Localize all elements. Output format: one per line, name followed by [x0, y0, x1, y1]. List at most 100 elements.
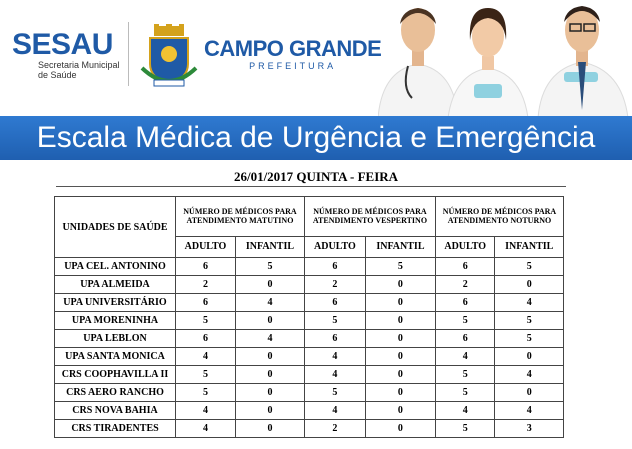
cell-value: 5 [234, 257, 305, 276]
cell-value: 0 [234, 401, 305, 420]
cell-value: 0 [364, 419, 436, 438]
subheader-child-morning: INFANTIL [234, 235, 305, 259]
cell-value: 4 [494, 401, 564, 420]
table-row: UPA LEBLON 6 4 6 0 6 5 [54, 329, 564, 348]
table-row: CRS TIRADENTES 4 0 2 0 5 3 [54, 419, 564, 438]
group-header-afternoon: NÚMERO DE MÉDICOS PARA ATENDIMENTO VESPE… [303, 196, 436, 237]
unit-name: UPA MORENINHA [54, 311, 176, 330]
cell-value: 2 [303, 419, 366, 438]
schedule-table: UNIDADES DE SAÚDE NÚMERO DE MÉDICOS PARA… [54, 196, 565, 438]
cell-value: 0 [234, 275, 305, 294]
campo-grande-logo: CAMPO GRANDE PREFEITURA [204, 36, 382, 72]
cell-value: 0 [234, 383, 305, 402]
unit-name: CRS NOVA BAHIA [54, 401, 176, 420]
cell-value: 4 [175, 347, 236, 366]
cell-value: 5 [434, 311, 496, 330]
unit-name: UPA CEL. ANTONINO [54, 257, 176, 276]
unit-name: UPA LEBLON [54, 329, 176, 348]
cell-value: 5 [175, 365, 236, 384]
cell-value: 4 [234, 293, 305, 312]
table-row: CRS COOPHAVILLA II 5 0 4 0 5 4 [54, 365, 564, 384]
subheader-child-night: INFANTIL [494, 235, 564, 259]
table-header-row: UNIDADES DE SAÚDE NÚMERO DE MÉDICOS PARA… [54, 196, 565, 258]
table-row: UPA MORENINHA 5 0 5 0 5 5 [54, 311, 564, 330]
cell-value: 4 [303, 401, 366, 420]
cell-value: 0 [234, 419, 305, 438]
table-row: UPA SANTA MONICA 4 0 4 0 4 0 [54, 347, 564, 366]
cell-value: 6 [434, 293, 496, 312]
cell-value: 4 [434, 347, 496, 366]
cell-value: 6 [303, 257, 366, 276]
cell-value: 6 [175, 257, 236, 276]
banner-title: Escala Médica de Urgência e Emergência [36, 121, 596, 154]
cell-value: 6 [434, 329, 496, 348]
cell-value: 3 [494, 419, 564, 438]
table-row: CRS AERO RANCHO 5 0 5 0 5 0 [54, 383, 564, 402]
table-row: UPA UNIVERSITÁRIO 6 4 6 0 6 4 [54, 293, 564, 312]
unit-name: CRS COOPHAVILLA II [54, 365, 176, 384]
city-crest-icon [140, 24, 198, 87]
cell-value: 4 [303, 347, 366, 366]
cell-value: 0 [364, 275, 436, 294]
subheader-adult-afternoon: ADULTO [303, 235, 366, 259]
cell-value: 2 [303, 275, 366, 294]
subheader-child-afternoon: INFANTIL [364, 235, 436, 259]
cell-value: 4 [434, 401, 496, 420]
unit-name: UPA UNIVERSITÁRIO [54, 293, 176, 312]
logo-divider [128, 22, 129, 86]
cell-value: 5 [175, 383, 236, 402]
schedule-date: 26/01/2017 QUINTA - FEIRA [233, 169, 399, 184]
city-title: CAMPO GRANDE [204, 36, 382, 61]
cell-value: 0 [364, 311, 436, 330]
cell-value: 4 [175, 401, 236, 420]
cell-value: 5 [303, 383, 366, 402]
cell-value: 0 [494, 383, 564, 402]
sesau-logo: SESAU Secretaria Municipal de Saúde [12, 30, 120, 81]
cell-value: 0 [494, 347, 564, 366]
cell-value: 5 [175, 311, 236, 330]
cell-value: 6 [175, 329, 236, 348]
table-row: CRS NOVA BAHIA 4 0 4 0 4 4 [54, 401, 564, 420]
cell-value: 5 [494, 257, 564, 276]
cell-value: 6 [303, 329, 366, 348]
cell-value: 0 [364, 401, 436, 420]
cell-value: 4 [494, 365, 564, 384]
title-banner: Escala Médica de Urgência e Emergência [0, 116, 632, 160]
doctors-photo [378, 6, 629, 118]
cell-value: 2 [434, 275, 496, 294]
group-header-morning: NÚMERO DE MÉDICOS PARA ATENDIMENTO MATUT… [175, 196, 305, 237]
cell-value: 0 [364, 365, 436, 384]
subheader-adult-night: ADULTO [434, 235, 496, 259]
table-row: UPA CEL. ANTONINO 6 5 6 5 6 5 [54, 257, 564, 276]
unit-name: UPA ALMEIDA [54, 275, 176, 294]
cell-value: 2 [175, 275, 236, 294]
sesau-sub-line1: Secretaria Municipal [38, 60, 120, 70]
cell-value: 5 [494, 329, 564, 348]
cell-value: 5 [303, 311, 366, 330]
cell-value: 4 [234, 329, 305, 348]
cell-value: 0 [364, 293, 436, 312]
cell-value: 0 [364, 347, 436, 366]
cell-value: 0 [364, 329, 436, 348]
cell-value: 5 [434, 419, 496, 438]
cell-value: 4 [175, 419, 236, 438]
unit-name: CRS AERO RANCHO [54, 383, 176, 402]
cell-value: 4 [303, 365, 366, 384]
city-subtitle: PREFEITURA [249, 61, 337, 71]
cell-value: 0 [234, 311, 305, 330]
cell-value: 6 [175, 293, 236, 312]
cell-value: 6 [434, 257, 496, 276]
unit-name: CRS TIRADENTES [54, 419, 176, 438]
cell-value: 5 [494, 311, 564, 330]
table-row: UPA ALMEIDA 2 0 2 0 2 0 [54, 275, 564, 294]
cell-value: 0 [234, 347, 305, 366]
units-header: UNIDADES DE SAÚDE [54, 196, 176, 258]
unit-name: UPA SANTA MONICA [54, 347, 176, 366]
date-underline [56, 186, 566, 187]
cell-value: 0 [234, 365, 305, 384]
table-subheader-row: ADULTO INFANTIL ADULTO INFANTIL ADULTO I… [55, 235, 564, 259]
cell-value: 5 [364, 257, 436, 276]
cell-value: 4 [494, 293, 564, 312]
cell-value: 6 [303, 293, 366, 312]
cell-value: 0 [494, 275, 564, 294]
